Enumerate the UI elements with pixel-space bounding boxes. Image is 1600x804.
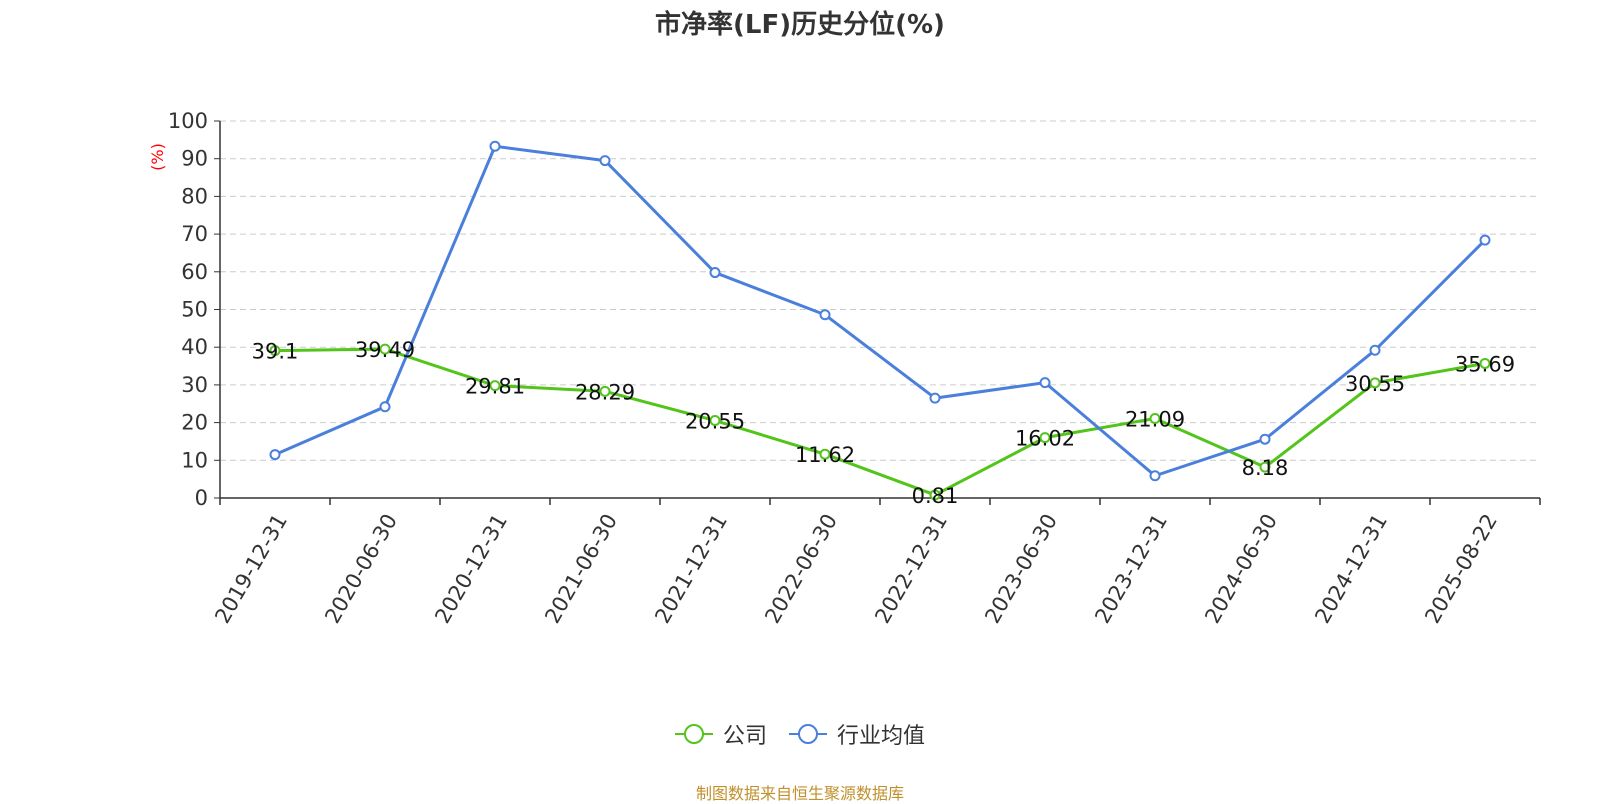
series-1-point[interactable]: [1369, 344, 1381, 356]
data-label: 20.55: [685, 410, 745, 434]
series-1-point[interactable]: [379, 401, 391, 413]
y-tick-label: 30: [181, 373, 208, 397]
series-0-point[interactable]: [929, 489, 941, 501]
x-tick-label: 2020-12-31: [430, 510, 512, 628]
data-label: 21.09: [1125, 407, 1185, 431]
series-0-point[interactable]: [269, 345, 281, 357]
legend-item-0[interactable]: 公司: [674, 718, 767, 750]
series-1-point[interactable]: [1479, 234, 1491, 246]
data-label: 29.81: [465, 375, 525, 399]
data-labels: 39.1 39.49 29.81 28.29 20.55 11.62 0.81 16.02 21…: [252, 338, 1515, 508]
data-label: 16.02: [1015, 427, 1075, 451]
legend-label: 公司: [722, 724, 767, 749]
series-0-point[interactable]: [709, 415, 721, 427]
legend-line-circle-icon: [674, 724, 713, 744]
series-0-point[interactable]: [1369, 377, 1381, 389]
series-1-point[interactable]: [709, 267, 721, 279]
x-tick-label: 2024-06-30: [1200, 510, 1282, 628]
series-1-point[interactable]: [929, 392, 941, 404]
y-tick-label: 60: [181, 260, 208, 284]
x-tick-label: 2019-12-31: [210, 510, 292, 628]
data-label: 0.81: [912, 484, 959, 508]
y-tick-label: 0: [195, 486, 208, 510]
series-0-point[interactable]: [1149, 412, 1161, 424]
series-1-point[interactable]: [819, 309, 831, 321]
y-tick-label: 50: [181, 298, 208, 322]
series-0-point[interactable]: [599, 385, 611, 397]
data-label: 11.62: [795, 443, 855, 467]
series-1-point[interactable]: [489, 140, 501, 152]
line-chart: 0 10 20 30 40 50 60 70 80 90 100 2019-12-31 2020-06-…: [148, 109, 1541, 628]
x-tick-label: 2024-12-31: [1310, 510, 1392, 628]
data-label: 39.1: [252, 340, 299, 364]
x-tick-label: 2023-06-30: [980, 510, 1062, 628]
x-tick-label: 2021-12-31: [650, 510, 732, 628]
data-label: 28.29: [575, 380, 635, 404]
x-tick-label: 2023-12-31: [1090, 510, 1172, 628]
legend-label: 行业均值: [837, 724, 926, 749]
legend-line-circle-icon: [789, 724, 827, 744]
source-note: 制图数据来自恒生聚源数据库: [695, 784, 904, 803]
data-label: 30.55: [1345, 372, 1405, 396]
series-line-1: [274, 144, 1487, 478]
x-tick-label: 2022-12-31: [870, 510, 952, 628]
x-tick-label: 2020-06-30: [320, 510, 402, 628]
chart-title: 市净率(LF)历史分位(%): [655, 10, 945, 40]
series-0-point[interactable]: [1479, 357, 1491, 369]
series-1-point[interactable]: [599, 155, 611, 167]
data-label: 35.69: [1455, 352, 1515, 376]
data-label: 8.18: [1242, 456, 1289, 480]
y-tick-label: 40: [181, 335, 208, 359]
legend: 公司 行业均值: [0, 718, 1600, 750]
axes: 0 10 20 30 40 50 60 70 80 90 100 2019-12-31 2020-06-…: [168, 109, 1541, 628]
y-tick-label: 20: [181, 411, 208, 435]
series-1-point[interactable]: [1259, 433, 1271, 445]
x-tick-label: 2021-06-30: [540, 510, 622, 628]
series-0-point[interactable]: [489, 380, 501, 392]
series-1-point[interactable]: [1149, 470, 1161, 482]
series-0-point[interactable]: [1259, 461, 1271, 473]
grid-lines: [220, 120, 1540, 461]
legend-item-1[interactable]: 行业均值: [789, 718, 925, 750]
series-line-0: [274, 347, 1486, 497]
series-0-point[interactable]: [1039, 432, 1051, 444]
series-1-point[interactable]: [1039, 377, 1051, 389]
y-tick-label: 80: [181, 184, 208, 208]
x-tick-label: 2022-06-30: [760, 510, 842, 628]
series-1-point[interactable]: [269, 449, 281, 461]
y-axis-label: (%): [148, 143, 167, 171]
data-label: 39.49: [355, 338, 415, 362]
y-tick-label: 70: [181, 222, 208, 246]
y-tick-label: 10: [181, 448, 208, 472]
y-tick-label: 90: [181, 147, 208, 171]
y-tick-label: 100: [168, 109, 208, 133]
x-tick-label: 2025-08-22: [1420, 510, 1502, 628]
series-0-point[interactable]: [819, 448, 831, 460]
series-0-point[interactable]: [379, 343, 391, 355]
series: [269, 140, 1491, 501]
